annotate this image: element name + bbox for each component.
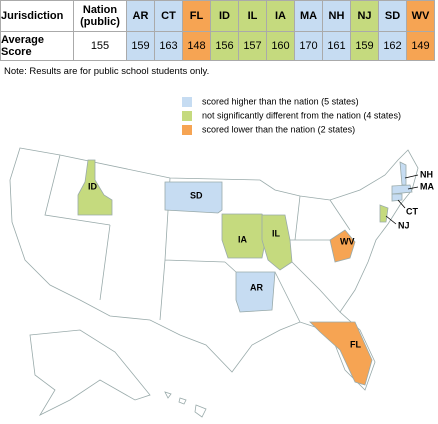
state-label: CT	[406, 206, 418, 216]
state	[221, 213, 269, 259]
state	[309, 321, 373, 386]
state-header: MA	[294, 0, 323, 32]
state-header: SD	[378, 0, 407, 32]
score-table: Jurisdiction Nation (public) AR CT FL ID IL IA M…	[0, 0, 435, 61]
row-label: Average Score	[0, 31, 74, 61]
legend-swatch	[182, 111, 192, 121]
state-header: FL	[182, 0, 211, 32]
states: ID SD IA IL AR WV FL NJ CT MA NH	[77, 159, 434, 386]
state	[329, 229, 356, 263]
leader-line	[404, 174, 419, 179]
leader-line	[385, 215, 397, 225]
state	[391, 193, 403, 202]
state-score: 170	[294, 31, 323, 61]
legend: scored higher than the nation (5 states)…	[182, 96, 401, 135]
legend-swatch	[182, 97, 192, 107]
state-label: MA	[420, 181, 434, 191]
state-label: ID	[88, 181, 98, 191]
state-score: 161	[322, 31, 351, 61]
state-header: IA	[266, 0, 295, 32]
state-header: WV	[406, 0, 435, 32]
state-score: 149	[406, 31, 435, 61]
state-score: 163	[154, 31, 183, 61]
nation-score: 155	[73, 31, 127, 61]
state	[379, 204, 389, 223]
state-score: 159	[350, 31, 379, 61]
state-label: AR	[250, 282, 263, 292]
nation-header: Nation (public)	[73, 0, 127, 32]
state	[164, 181, 223, 214]
leader-line	[407, 186, 419, 190]
legend-label: scored higher than the nation (5 states)	[202, 96, 359, 106]
state	[391, 184, 413, 195]
legend-label: not significantly different from the nat…	[202, 110, 401, 120]
state-header: NH	[322, 0, 351, 32]
state-header: ID	[210, 0, 239, 32]
state-label: FL	[350, 339, 361, 349]
state-label: NH	[420, 169, 433, 179]
state-score: 159	[126, 31, 155, 61]
legend-swatch	[182, 125, 192, 135]
state-label: WV	[340, 236, 355, 246]
state-score: 148	[182, 31, 211, 61]
state-label: NJ	[398, 220, 410, 230]
state-label: SD	[190, 190, 203, 200]
state-header: IL	[238, 0, 267, 32]
state-label: IA	[238, 234, 248, 244]
corner-header: Jurisdiction	[0, 0, 74, 32]
state-score: 157	[238, 31, 267, 61]
state	[399, 161, 407, 186]
state-header: NJ	[350, 0, 379, 32]
state-label: IL	[272, 228, 281, 238]
state	[77, 159, 113, 216]
note: Note: Results are for public school stud…	[4, 66, 210, 77]
state-score: 162	[378, 31, 407, 61]
state	[235, 271, 276, 313]
leader-line	[397, 199, 406, 209]
state	[261, 214, 293, 271]
legend-label: scored lower than the nation (2 states)	[202, 124, 355, 134]
state-score: 156	[210, 31, 239, 61]
